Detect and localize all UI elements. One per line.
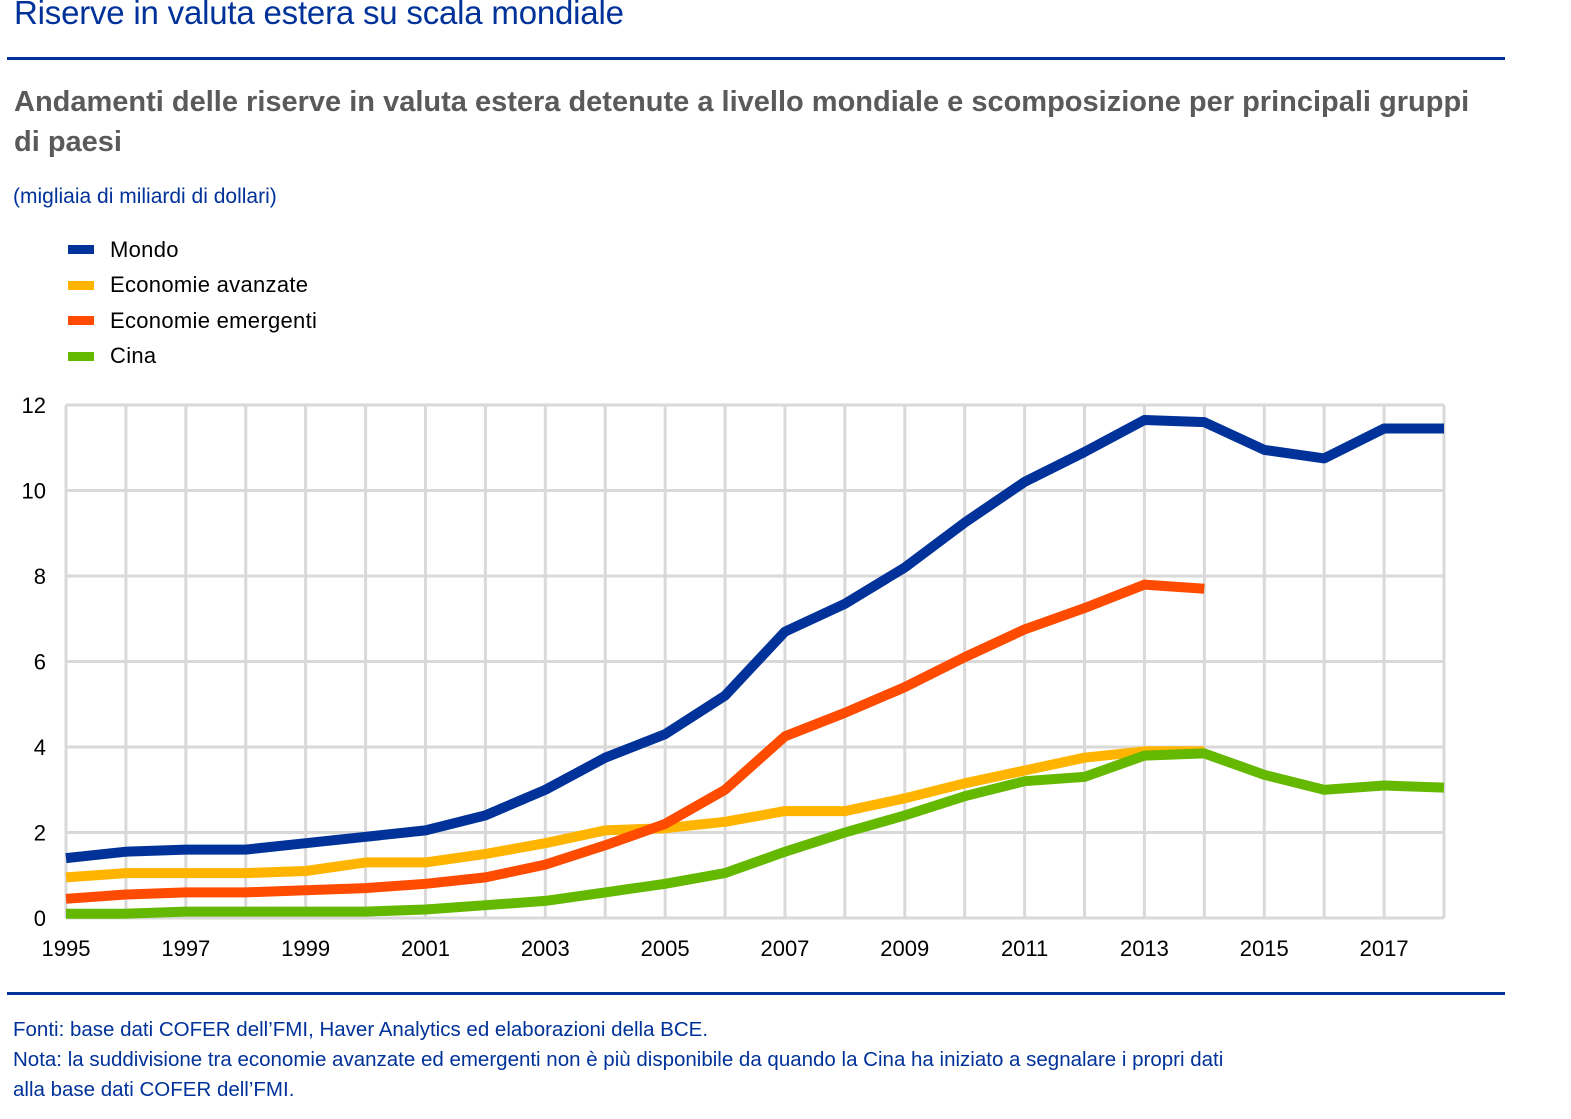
- legend-label: Economie emergenti: [110, 307, 318, 333]
- series-line-mondo: [65, 415, 1444, 864]
- y-tick-label: 2: [34, 821, 46, 846]
- legend-label: Economie avanzate: [110, 272, 309, 298]
- line-chart: 0 2 4 6 8 10 12 1995 1997 1999 2001 2003 2005 2007 20…: [22, 393, 1446, 961]
- series-line-economie-emergenti: [65, 579, 1205, 904]
- x-tick-label: 1997: [161, 936, 210, 961]
- x-tick-label: 2011: [1001, 936, 1048, 961]
- legend-swatch: [68, 316, 94, 326]
- legend-swatch: [68, 245, 94, 255]
- y-tick-label: 4: [34, 735, 46, 760]
- x-tick-label: 2007: [760, 936, 809, 961]
- x-tick-label: 2013: [1120, 936, 1169, 961]
- x-tick-label: 1995: [42, 936, 91, 961]
- x-tick-label: 2003: [521, 936, 570, 961]
- note-line-2: alla base dati COFER dell’FMI.: [13, 1078, 295, 1101]
- legend-swatch: [68, 280, 94, 290]
- legend-swatch: [68, 351, 94, 361]
- y-tick-label: 10: [22, 479, 46, 504]
- series-line-cina: [66, 748, 1445, 919]
- footer-notes: Fonti: base dati COFER dell’FMI, Haver A…: [13, 1015, 1513, 1105]
- sources-note: Fonti: base dati COFER dell’FMI, Haver A…: [13, 1018, 709, 1041]
- chart-subtitle: Andamenti delle riserve in valuta estera…: [14, 86, 1470, 158]
- y-axis-ticks: 0 2 4 6 8 10 12: [22, 393, 46, 931]
- legend-label: Cina: [110, 343, 157, 369]
- x-tick-label: 1999: [281, 936, 330, 961]
- y-tick-label: 12: [22, 393, 46, 418]
- y-tick-label: 6: [34, 650, 46, 675]
- unit-label: (migliaia di miliardi di dollari): [13, 185, 277, 208]
- x-tick-label: 2001: [401, 936, 450, 961]
- x-tick-label: 2005: [641, 936, 690, 961]
- legend-item-mondo: Mondo: [68, 232, 317, 268]
- legend-item-economie-emergenti: Economie emergenti: [68, 303, 317, 339]
- y-tick-label: 8: [34, 564, 46, 589]
- header-divider: [7, 57, 1505, 60]
- x-tick-label: 2017: [1360, 936, 1409, 961]
- legend-item-cina: Cina: [68, 339, 317, 375]
- legend-item-economie-avanzate: Economie avanzate: [68, 268, 317, 304]
- note-line-1: Nota: la suddivisione tra economie avanz…: [13, 1048, 1224, 1071]
- chart-header-title: Riserve in valuta estera su scala mondia…: [14, 0, 624, 31]
- x-axis-ticks: 1995 1997 1999 2001 2003 2005 2007 2009 2011 2013…: [42, 936, 1409, 961]
- series-lines: [65, 415, 1445, 919]
- x-tick-label: 2015: [1240, 936, 1289, 961]
- x-tick-label: 2009: [880, 936, 929, 961]
- legend-label: Mondo: [110, 236, 179, 262]
- series-line-economie-avanzate: [65, 746, 1205, 883]
- chart-legend: Mondo Economie avanzate Economie emergen…: [68, 232, 317, 374]
- y-tick-label: 0: [34, 906, 46, 931]
- footer-divider: [7, 992, 1505, 995]
